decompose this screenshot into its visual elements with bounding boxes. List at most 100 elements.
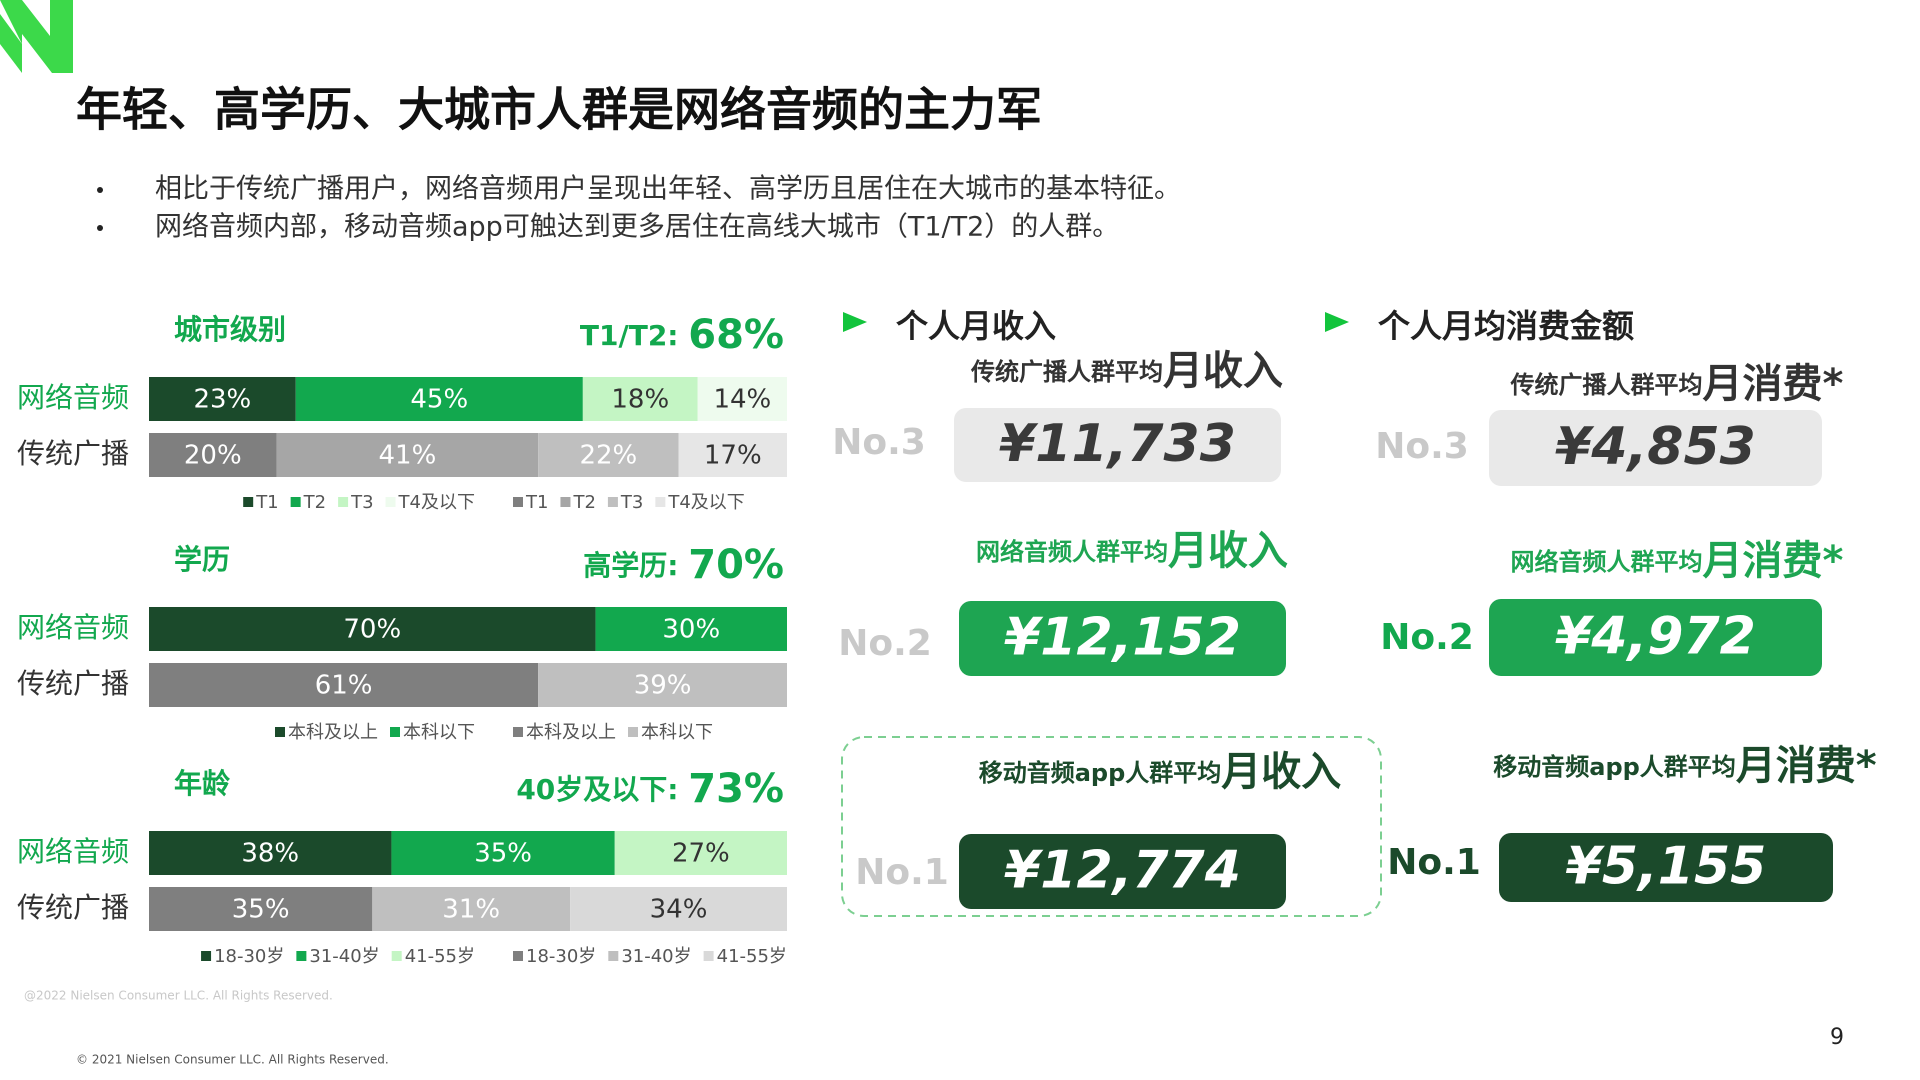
legend-swatch bbox=[275, 727, 285, 737]
chart-annotation: T1/T2: 68% bbox=[580, 312, 784, 358]
legend-swatch bbox=[608, 951, 619, 961]
value-box bbox=[959, 834, 1286, 909]
legend-label: 本科以下 bbox=[641, 722, 713, 743]
rank: No.3 bbox=[832, 422, 926, 463]
panel-heading: 个人月均消费金额 bbox=[1378, 307, 1634, 345]
legend-swatch bbox=[655, 497, 666, 507]
label-prefix: 网络音频人群平均 bbox=[1511, 548, 1703, 576]
legend-swatch bbox=[607, 497, 618, 507]
label-key: 月消费* bbox=[1703, 361, 1844, 407]
legend-label: T1 bbox=[525, 492, 548, 513]
value-label: 38% bbox=[241, 839, 299, 869]
legend-swatch bbox=[201, 951, 212, 961]
chart-annotation: 高学历: 70% bbox=[583, 542, 784, 588]
legend-label: T1 bbox=[255, 492, 278, 513]
legend-label: 41-55岁 bbox=[405, 946, 475, 967]
item-label: 网络音频人群平均月收入 bbox=[976, 528, 1288, 574]
value-label: 35% bbox=[232, 895, 290, 925]
bar-segment bbox=[391, 831, 615, 875]
bar-segment bbox=[276, 433, 539, 477]
label-prefix: 移动音频app人群平均 bbox=[1493, 753, 1736, 781]
item-label: 移动音频app人群平均月消费* bbox=[1493, 743, 1877, 789]
row-label: 传统广播 bbox=[17, 891, 129, 924]
label-key: 月消费* bbox=[1736, 743, 1877, 789]
bar-segment bbox=[149, 663, 539, 707]
value-label: 22% bbox=[579, 441, 637, 471]
annotation-value: 70% bbox=[688, 542, 784, 588]
label-key: 月收入 bbox=[1221, 749, 1341, 795]
row-label: 传统广播 bbox=[17, 667, 129, 700]
legend-label: 18-30岁 bbox=[526, 946, 596, 967]
legend-label: 本科及以上 bbox=[288, 722, 378, 743]
value-label: 35% bbox=[474, 839, 532, 869]
legend-label: T2 bbox=[572, 492, 595, 513]
value-text: ¥11,733 bbox=[999, 414, 1236, 474]
value-label: 14% bbox=[713, 385, 771, 415]
slide-title: 年轻、高学历、大城市人群是网络音频的主力军 bbox=[76, 83, 1042, 137]
legend-label: 41-55岁 bbox=[717, 946, 787, 967]
legend-swatch bbox=[296, 951, 307, 961]
legend-swatch bbox=[628, 727, 638, 737]
legend-swatch bbox=[703, 951, 714, 961]
annotation-value: 68% bbox=[688, 312, 784, 358]
value-label: 39% bbox=[634, 671, 692, 701]
legend-swatch bbox=[390, 727, 400, 737]
logo bbox=[0, 0, 73, 73]
value-label: 27% bbox=[672, 839, 730, 869]
value-box bbox=[1499, 833, 1833, 902]
value-label: 30% bbox=[662, 615, 720, 645]
legend: 本科及以上 本科以下 本科及以上 本科以下 bbox=[275, 722, 713, 743]
legend-label: T3 bbox=[350, 492, 373, 513]
value-label: 70% bbox=[343, 615, 401, 645]
annotation-label: 40岁及以下: bbox=[516, 773, 688, 806]
rank: No.1 bbox=[855, 852, 949, 893]
value-text: ¥12,774 bbox=[1004, 841, 1241, 901]
legend-label: T4及以下 bbox=[667, 492, 744, 513]
bullet-text: 网络音频内部，移动音频app可触达到更多居住在高线大城市（T1/T2）的人群。 bbox=[155, 212, 1119, 243]
bar-segment bbox=[678, 433, 787, 477]
bar-segment bbox=[614, 831, 787, 875]
value-label: 23% bbox=[193, 385, 251, 415]
legend: T1 T2 T3 T4及以下 T1 T2 T3 T4及以下 bbox=[243, 492, 745, 513]
item-label: 传统广播人群平均月消费* bbox=[1510, 361, 1844, 407]
value-text: ¥5,155 bbox=[1566, 837, 1767, 897]
bar-segment bbox=[295, 377, 583, 421]
row-label: 网络音频 bbox=[17, 381, 129, 414]
legend-swatch bbox=[513, 727, 523, 737]
legend-label: 31-40岁 bbox=[309, 946, 379, 967]
bar-segment bbox=[149, 377, 296, 421]
legend-label: T3 bbox=[620, 492, 643, 513]
legend-label: T2 bbox=[303, 492, 326, 513]
item-label: 传统广播人群平均月收入 bbox=[970, 348, 1283, 394]
bar-segment bbox=[372, 887, 571, 931]
legend-swatch bbox=[243, 497, 254, 507]
value-box bbox=[954, 408, 1281, 482]
watermark: @2022 Nielsen Consumer LLC. All Rights R… bbox=[24, 989, 333, 1003]
chart-title: 城市级别 bbox=[174, 313, 286, 346]
label-prefix: 网络音频人群平均 bbox=[976, 538, 1168, 566]
rank: No.1 bbox=[1387, 842, 1481, 883]
value-text: ¥4,972 bbox=[1555, 607, 1756, 667]
value-text: ¥12,152 bbox=[1004, 608, 1241, 668]
value-label: 41% bbox=[378, 441, 436, 471]
bullet-text: 相比于传统广播用户，网络音频用户呈现出年轻、高学历且居住在大城市的基本特征。 bbox=[155, 174, 1181, 205]
bar-segment bbox=[149, 887, 373, 931]
chart-annotation: 40岁及以下: 73% bbox=[516, 766, 784, 812]
bar-segment bbox=[570, 887, 787, 931]
label-key: 月收入 bbox=[1163, 348, 1283, 394]
legend-swatch bbox=[513, 951, 523, 961]
value-box bbox=[1489, 410, 1822, 486]
value-text: ¥4,853 bbox=[1555, 417, 1756, 477]
legend-swatch bbox=[513, 497, 523, 507]
label-prefix: 传统广播人群平均 bbox=[970, 358, 1163, 386]
value-label: 17% bbox=[704, 441, 762, 471]
heading-arrow bbox=[1325, 312, 1349, 332]
bar-segment bbox=[538, 663, 787, 707]
heading-arrow bbox=[843, 312, 867, 332]
label-key: 月消费* bbox=[1703, 538, 1844, 584]
bar-segment bbox=[149, 607, 596, 651]
bar-segment bbox=[538, 433, 679, 477]
value-label: 61% bbox=[315, 671, 373, 701]
value-box bbox=[1489, 599, 1822, 676]
